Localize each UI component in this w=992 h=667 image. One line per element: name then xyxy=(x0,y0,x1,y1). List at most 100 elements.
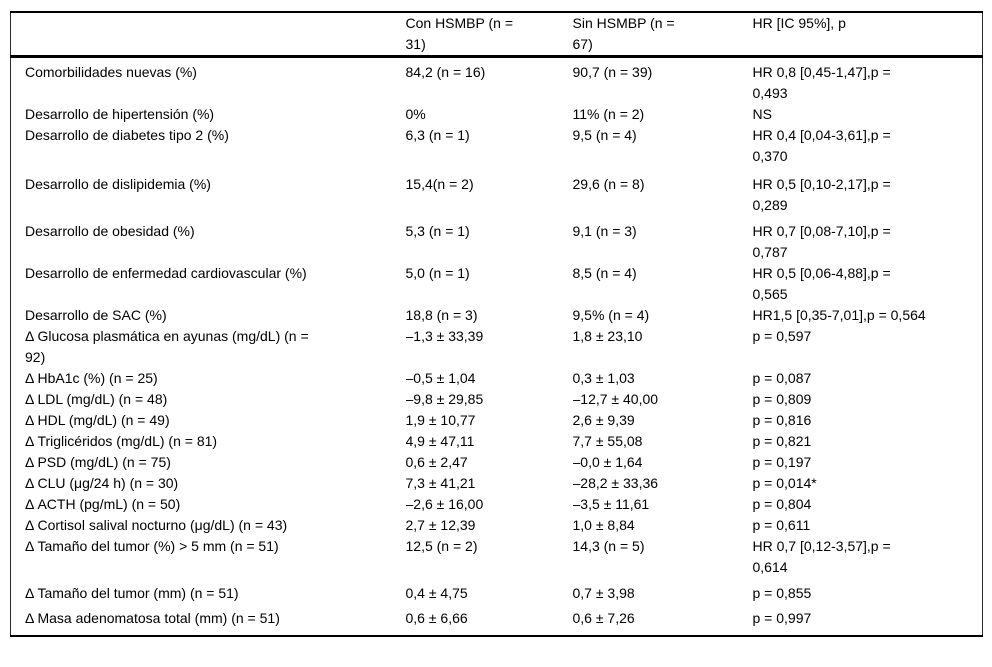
cell-variable-label: Δ Masa adenomatosa total (mm) (n = 51) xyxy=(25,610,280,626)
table-row: Δ HDL (mg/dL) (n = 49) 1,9 ± 10,77 2,6 ± 9… xyxy=(11,410,983,431)
cell-sin-hsmbp-value: –0,0 ± 1,64 xyxy=(572,454,643,470)
cell-hr-p-value: p = 0,087 xyxy=(752,370,812,386)
results-table: Con HSMBP (n = 31) Sin HSMBP (n = 67) HR… xyxy=(10,11,983,637)
table-row: Desarrollo de diabetes tipo 2 (%) 6,3 (n … xyxy=(11,125,983,174)
cell-variable-label: Desarrollo de dislipidemia (%) xyxy=(25,176,211,192)
table-row: Comorbilidades nuevas (%) 84,2 (n = 16) 90… xyxy=(11,57,983,105)
cell-hr-p-value: HR 0,8 [0,45-1,47],p = 0,493 xyxy=(752,64,891,101)
cell-variable-label: Comorbilidades nuevas (%) xyxy=(25,64,197,80)
cell-con-hsmbp-value: 84,2 (n = 16) xyxy=(405,64,486,80)
cell-hr-p-value: p = 0,597 xyxy=(752,328,812,344)
cell-hr-p-value: HR 0,7 [0,12-3,57],p = 0,614 xyxy=(752,538,891,575)
cell-sin-hsmbp-value: –12,7 ± 40,00 xyxy=(572,391,659,407)
cell-hr-p-value: p = 0,997 xyxy=(752,610,812,626)
cell-con-hsmbp-value: 12,5 (n = 2) xyxy=(405,538,478,554)
cell-con-hsmbp-value: 4,9 ± 47,11 xyxy=(405,433,475,449)
cell-sin-hsmbp-value: 7,7 ± 55,08 xyxy=(572,433,643,449)
cell-hr-p-value: p = 0,014* xyxy=(752,475,817,491)
cell-hr-p-value: HR 0,5 [0,10-2,17],p = 0,289 xyxy=(752,176,891,213)
cell-hr-p-value: p = 0,809 xyxy=(752,391,812,407)
cell-hr-p-value: HR1,5 [0,35-7,01],p = 0,564 xyxy=(752,307,926,323)
cell-con-hsmbp-value: 15,4(n = 2) xyxy=(405,176,474,192)
cell-con-hsmbp-value: 7,3 ± 41,21 xyxy=(405,475,476,491)
cell-con-hsmbp-value: 0% xyxy=(405,106,426,122)
cell-variable-label: Desarrollo de SAC (%) xyxy=(25,307,167,323)
cell-variable-label: Δ HDL (mg/dL) (n = 49) xyxy=(25,412,170,428)
cell-variable-label: Desarrollo de enfermedad cardiovascular … xyxy=(25,265,307,281)
cell-sin-hsmbp-value: 9,1 (n = 3) xyxy=(572,223,637,239)
cell-variable-label: Desarrollo de obesidad (%) xyxy=(25,223,195,239)
cell-hr-p-value: p = 0,611 xyxy=(752,517,811,533)
cell-variable-label: Δ Cortisol salival nocturno (μg/dL) (n =… xyxy=(25,517,288,533)
table-row: Δ Tamaño del tumor (mm) (n = 51) 0,4 ± 4,… xyxy=(11,583,983,608)
cell-hr-p-value: p = 0,804 xyxy=(752,496,812,512)
header-con-hsmbp: Con HSMBP (n = 31) xyxy=(405,12,573,58)
cell-variable-label: Δ Glucosa plasmática en ayunas (mg/dL) (… xyxy=(25,328,309,365)
cell-con-hsmbp-value: –1,3 ± 33,39 xyxy=(405,328,484,344)
cell-variable-label: Δ LDL (mg/dL) (n = 48) xyxy=(25,391,168,407)
table-row: Δ HbA1c (%) (n = 25) –0,5 ± 1,04 0,3 ± 1,0… xyxy=(11,368,983,389)
cell-variable-label: Δ Tamaño del tumor (mm) (n = 51) xyxy=(25,585,239,601)
table-row: Desarrollo de dislipidemia (%) 15,4(n = 2… xyxy=(11,174,983,221)
cell-con-hsmbp-value: 2,7 ± 12,39 xyxy=(405,517,476,533)
header-hr-ic95-p: HR [IC 95%], p xyxy=(752,12,983,58)
cell-con-hsmbp-value: 6,3 (n = 1) xyxy=(405,127,470,143)
table-row: Δ Triglicéridos (mg/dL) (n = 81) 4,9 ± 47… xyxy=(11,431,983,452)
cell-sin-hsmbp-value: 0,7 ± 3,98 xyxy=(572,585,635,601)
cell-con-hsmbp-value: 0,6 ± 6,66 xyxy=(405,610,468,626)
cell-sin-hsmbp-value: 9,5% (n = 4) xyxy=(572,307,650,323)
cell-sin-hsmbp-value: 9,5 (n = 4) xyxy=(572,127,637,143)
cell-variable-label: Δ PSD (mg/dL) (n = 75) xyxy=(25,454,171,470)
cell-hr-p-value: HR 0,7 [0,08-7,10],p = 0,787 xyxy=(752,223,891,260)
table-row: Δ Tamaño del tumor (%) > 5 mm (n = 51) 12… xyxy=(11,536,983,583)
cell-variable-label: Δ HbA1c (%) (n = 25) xyxy=(25,370,158,386)
cell-variable-label: Desarrollo de hipertensión (%) xyxy=(25,106,215,122)
cell-sin-hsmbp-value: 1,0 ± 8,84 xyxy=(572,517,635,533)
cell-sin-hsmbp-value: –28,2 ± 33,36 xyxy=(572,475,659,491)
cell-variable-label: Desarrollo de diabetes tipo 2 (%) xyxy=(25,127,229,143)
cell-con-hsmbp-value: 0,4 ± 4,75 xyxy=(405,585,468,601)
header-row: Con HSMBP (n = 31) Sin HSMBP (n = 67) HR… xyxy=(10,12,983,58)
cell-hr-p-value: HR 0,5 [0,06-4,88],p = 0,565 xyxy=(752,265,891,302)
cell-hr-p-value: p = 0,821 xyxy=(752,433,812,449)
cell-sin-hsmbp-value: 0,3 ± 1,03 xyxy=(572,370,635,386)
cell-con-hsmbp-value: 5,3 (n = 1) xyxy=(405,223,470,239)
cell-con-hsmbp-value: –9,8 ± 29,85 xyxy=(405,391,484,407)
cell-hr-p-value: NS xyxy=(752,106,772,122)
table-row: Δ LDL (mg/dL) (n = 48) –9,8 ± 29,85 –12,7 … xyxy=(11,389,983,410)
cell-sin-hsmbp-value: 11% (n = 2) xyxy=(572,106,645,122)
table-row: Δ PSD (mg/dL) (n = 75) 0,6 ± 2,47 –0,0 ± 1… xyxy=(11,452,983,473)
cell-con-hsmbp-value: 1,9 ± 10,77 xyxy=(405,412,476,428)
header-sin-hsmbp: Sin HSMBP (n = 67) xyxy=(572,12,753,58)
cell-sin-hsmbp-value: 0,6 ± 7,26 xyxy=(572,610,635,626)
table-row: Desarrollo de obesidad (%) 5,3 (n = 1) 9,1… xyxy=(11,221,983,263)
cell-sin-hsmbp-value: 90,7 (n = 39) xyxy=(572,64,653,80)
table-row: Δ Glucosa plasmática en ayunas (mg/dL) (… xyxy=(11,326,983,368)
cell-hr-p-value: HR 0,4 [0,04-3,61],p = 0,370 xyxy=(752,127,891,164)
cell-con-hsmbp-value: 5,0 (n = 1) xyxy=(405,265,470,281)
table-row: Δ CLU (μg/24 h) (n = 30) 7,3 ± 41,21 –28,2… xyxy=(11,473,983,494)
cell-variable-label: Δ CLU (μg/24 h) (n = 30) xyxy=(25,475,179,491)
cell-con-hsmbp-value: –0,5 ± 1,04 xyxy=(405,370,476,386)
cell-sin-hsmbp-value: 14,3 (n = 5) xyxy=(572,538,645,554)
table-row: Δ ACTH (pg/mL) (n = 50) –2,6 ± 16,00 –3,5 … xyxy=(11,494,983,515)
table-row: Δ Cortisol salival nocturno (μg/dL) (n =… xyxy=(11,515,983,536)
cell-hr-p-value: p = 0,197 xyxy=(752,454,812,470)
cell-con-hsmbp-value: –2,6 ± 16,00 xyxy=(405,496,484,512)
table-row: Desarrollo de enfermedad cardiovascular … xyxy=(11,263,983,305)
cell-sin-hsmbp-value: 29,6 (n = 8) xyxy=(572,176,645,192)
table-row: Δ Masa adenomatosa total (mm) (n = 51) 0,… xyxy=(11,608,983,636)
cell-sin-hsmbp-value: 1,8 ± 23,10 xyxy=(572,328,643,344)
cell-variable-label: Δ ACTH (pg/mL) (n = 50) xyxy=(25,496,181,512)
cell-variable-label: Δ Tamaño del tumor (%) > 5 mm (n = 51) xyxy=(25,538,279,554)
cell-hr-p-value: p = 0,816 xyxy=(752,412,812,428)
cell-variable-label: Δ Triglicéridos (mg/dL) (n = 81) xyxy=(25,433,218,449)
header-variable xyxy=(10,12,406,58)
cell-con-hsmbp-value: 0,6 ± 2,47 xyxy=(405,454,468,470)
cell-hr-p-value: p = 0,855 xyxy=(752,585,812,601)
cell-con-hsmbp-value: 18,8 (n = 3) xyxy=(405,307,478,323)
cell-sin-hsmbp-value: –3,5 ± 11,61 xyxy=(572,496,650,512)
cell-sin-hsmbp-value: 8,5 (n = 4) xyxy=(572,265,637,281)
cell-sin-hsmbp-value: 2,6 ± 9,39 xyxy=(572,412,635,428)
